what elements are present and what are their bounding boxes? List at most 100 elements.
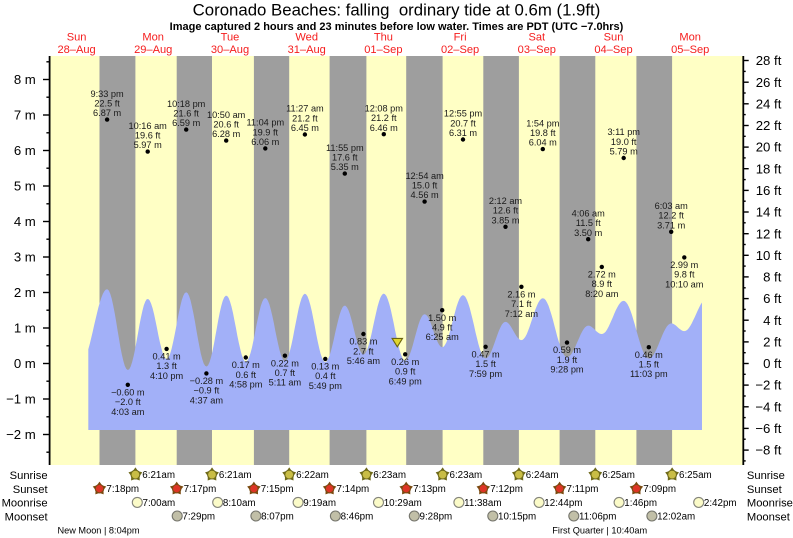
svg-text:2:12 am: 2:12 am (489, 196, 523, 206)
svg-text:2.99 m: 2.99 m (670, 260, 698, 270)
svg-text:0.17 m: 0.17 m (232, 360, 260, 370)
svg-text:10:15pm: 10:15pm (498, 511, 536, 522)
svg-text:7:11pm: 7:11pm (567, 484, 599, 495)
svg-text:Moonset: Moonset (747, 511, 791, 523)
svg-text:05–Sep: 05–Sep (671, 44, 709, 56)
svg-text:Fri: Fri (454, 31, 467, 43)
svg-text:New Moon | 8:04pm: New Moon | 8:04pm (58, 526, 140, 536)
svg-text:0.6 ft: 0.6 ft (236, 370, 257, 380)
svg-text:6.06 m: 6.06 m (251, 137, 279, 147)
svg-text:8.9 ft: 8.9 ft (592, 279, 613, 289)
svg-text:7.1 ft: 7.1 ft (511, 299, 532, 309)
svg-text:21.2 ft: 21.2 ft (292, 113, 318, 123)
svg-text:0.4 ft: 0.4 ft (315, 371, 336, 381)
svg-text:8:10am: 8:10am (223, 498, 256, 509)
svg-text:8:46pm: 8:46pm (341, 511, 374, 522)
svg-text:2:42pm: 2:42pm (704, 498, 737, 509)
svg-text:22 ft: 22 ft (756, 118, 782, 133)
svg-text:21.6 ft: 21.6 ft (173, 109, 199, 119)
svg-text:16 ft: 16 ft (756, 183, 782, 198)
svg-text:1.3 ft: 1.3 ft (156, 361, 177, 371)
svg-text:20 ft: 20 ft (756, 140, 782, 155)
svg-text:7:14pm: 7:14pm (337, 484, 370, 495)
svg-text:31–Aug: 31–Aug (288, 44, 326, 56)
svg-text:Wed: Wed (295, 31, 318, 43)
svg-text:6.59 m: 6.59 m (172, 118, 200, 128)
svg-text:11:55 pm: 11:55 pm (326, 143, 364, 153)
svg-text:9.8 ft: 9.8 ft (674, 270, 695, 280)
svg-text:7:29pm: 7:29pm (182, 511, 215, 522)
svg-text:−2.0 ft: −2.0 ft (115, 397, 141, 407)
svg-text:Sun: Sun (67, 31, 87, 43)
svg-text:8 ft: 8 ft (763, 270, 782, 285)
svg-text:5:11 am: 5:11 am (269, 378, 302, 388)
svg-text:1 m: 1 m (14, 321, 36, 336)
svg-text:Mon: Mon (142, 31, 164, 43)
svg-text:6 ft: 6 ft (763, 291, 782, 306)
svg-text:4:58 pm: 4:58 pm (229, 380, 263, 390)
svg-text:Moonset: Moonset (5, 511, 49, 523)
svg-text:8:20 am: 8:20 am (585, 289, 619, 299)
svg-text:Sun: Sun (604, 31, 624, 43)
svg-text:Sunrise: Sunrise (747, 470, 785, 482)
svg-text:6.46 m: 6.46 m (370, 123, 398, 133)
svg-text:3.85 m: 3.85 m (491, 215, 519, 225)
svg-text:6:24am: 6:24am (526, 470, 559, 481)
svg-text:1.5 ft: 1.5 ft (475, 359, 496, 369)
svg-text:5 m: 5 m (14, 179, 36, 194)
svg-text:28–Aug: 28–Aug (57, 44, 95, 56)
svg-text:17.6 ft: 17.6 ft (332, 153, 358, 163)
svg-text:4 ft: 4 ft (763, 313, 782, 328)
svg-text:−2 ft: −2 ft (755, 378, 781, 393)
svg-text:6:25am: 6:25am (602, 470, 635, 481)
svg-text:Tue: Tue (221, 31, 240, 43)
svg-text:19.9 ft: 19.9 ft (253, 127, 279, 137)
svg-text:Thu: Thu (374, 31, 393, 43)
svg-text:10:29am: 10:29am (384, 498, 422, 509)
svg-text:−4 ft: −4 ft (755, 399, 781, 414)
svg-text:6.45 m: 6.45 m (291, 123, 319, 133)
svg-text:−0.9 ft: −0.9 ft (194, 386, 220, 396)
svg-text:19.6 ft: 19.6 ft (135, 131, 161, 141)
svg-text:14 ft: 14 ft (756, 205, 782, 220)
svg-text:4 m: 4 m (14, 214, 36, 229)
svg-text:−2 m: −2 m (6, 427, 36, 442)
svg-text:4:03 am: 4:03 am (111, 407, 145, 417)
svg-text:0 m: 0 m (14, 356, 36, 371)
svg-text:1.5 ft: 1.5 ft (639, 360, 660, 370)
svg-text:4:10 pm: 4:10 pm (150, 371, 184, 381)
svg-text:1:54 pm: 1:54 pm (526, 118, 560, 128)
svg-text:6:49 pm: 6:49 pm (389, 376, 423, 386)
svg-text:9:33 pm: 9:33 pm (90, 89, 124, 99)
svg-text:9:19am: 9:19am (303, 498, 336, 509)
svg-text:2.72 m: 2.72 m (588, 270, 616, 280)
svg-text:0.83 m: 0.83 m (349, 337, 377, 347)
svg-text:5.79 m: 5.79 m (610, 147, 638, 157)
svg-text:4.9 ft: 4.9 ft (432, 323, 453, 333)
svg-text:Mon: Mon (679, 31, 701, 43)
svg-text:6.87 m: 6.87 m (93, 108, 121, 118)
svg-text:1.50 m: 1.50 m (428, 313, 456, 323)
svg-text:9:28pm: 9:28pm (420, 511, 453, 522)
svg-text:7 m: 7 m (14, 108, 36, 123)
svg-text:6:23am: 6:23am (373, 470, 406, 481)
svg-text:03–Sep: 03–Sep (518, 44, 556, 56)
svg-text:11:03 pm: 11:03 pm (630, 369, 668, 379)
svg-text:7:18pm: 7:18pm (106, 484, 139, 495)
svg-text:10:18 pm: 10:18 pm (167, 99, 206, 109)
svg-text:10:16 am: 10:16 am (129, 121, 168, 131)
svg-text:7:13pm: 7:13pm (413, 484, 446, 495)
svg-text:2 m: 2 m (14, 285, 36, 300)
svg-text:−6 ft: −6 ft (755, 421, 781, 436)
svg-text:Sunrise: Sunrise (10, 470, 48, 482)
svg-text:−1 m: −1 m (6, 392, 36, 407)
svg-text:0.22 m: 0.22 m (271, 358, 299, 368)
svg-text:−8 ft: −8 ft (755, 443, 781, 458)
svg-text:12:08 pm: 12:08 pm (365, 103, 404, 113)
svg-text:2.16 m: 2.16 m (507, 289, 535, 299)
svg-text:2.7 ft: 2.7 ft (353, 346, 374, 356)
svg-text:7:15pm: 7:15pm (261, 484, 294, 495)
svg-text:6:03 am: 6:03 am (655, 201, 689, 211)
svg-text:11.5 ft: 11.5 ft (576, 218, 601, 228)
svg-text:3:11 pm: 3:11 pm (607, 127, 640, 137)
